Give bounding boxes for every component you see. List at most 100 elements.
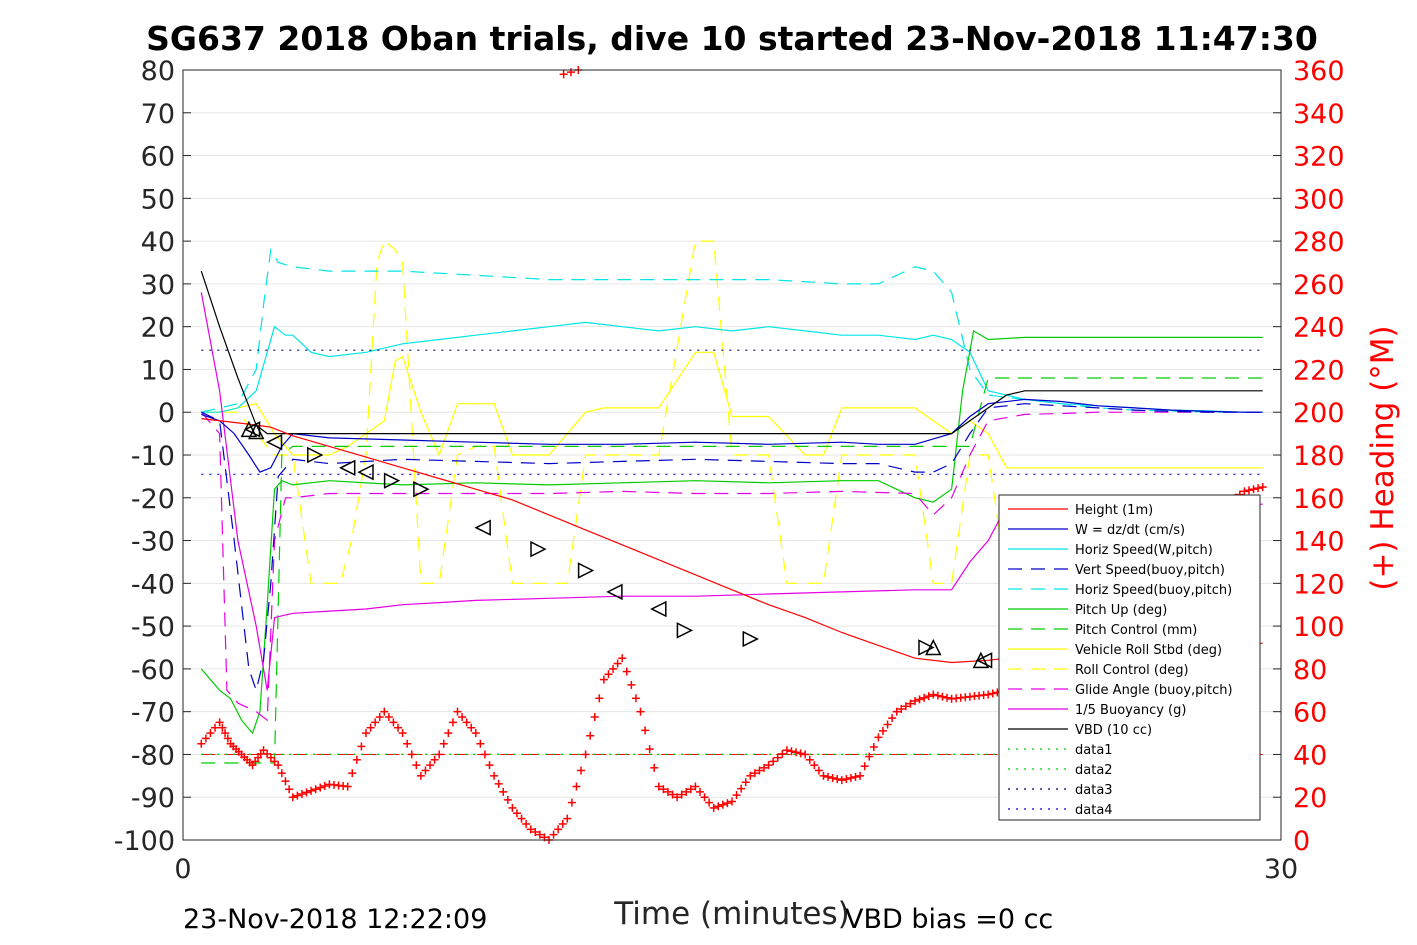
series-line-glide-angle-buoy-pitch bbox=[200, 411, 1263, 722]
heading-point bbox=[352, 755, 361, 764]
heading-point bbox=[394, 723, 403, 732]
heading-point bbox=[281, 777, 290, 786]
heading-point bbox=[929, 690, 938, 699]
heading-point bbox=[1240, 487, 1249, 496]
heading-point bbox=[426, 761, 435, 770]
heading-point bbox=[480, 750, 489, 759]
heading-point bbox=[906, 699, 915, 708]
heading-point bbox=[435, 750, 444, 759]
heading-point bbox=[746, 771, 755, 780]
heading-point bbox=[691, 782, 700, 791]
heading-point bbox=[218, 723, 227, 732]
heading-point bbox=[641, 726, 650, 735]
heading-point bbox=[682, 787, 691, 796]
heading-point bbox=[444, 729, 453, 738]
heading-point bbox=[526, 825, 535, 834]
heading-point bbox=[613, 659, 622, 668]
heading-point bbox=[705, 798, 714, 807]
heading-point bbox=[311, 785, 320, 794]
heading-point bbox=[787, 747, 796, 756]
heading-point bbox=[320, 781, 329, 790]
heading-point bbox=[851, 772, 860, 781]
heading-point bbox=[558, 819, 567, 828]
legend-label: Horiz Speed(W,pitch) bbox=[1075, 543, 1213, 558]
heading-point bbox=[285, 785, 294, 794]
right-tick-label: 320 bbox=[1293, 142, 1345, 173]
heading-point bbox=[380, 707, 389, 716]
heading-point bbox=[892, 707, 901, 716]
turn-marker-left bbox=[357, 463, 374, 481]
turn-marker-right bbox=[918, 639, 935, 656]
left-axis-ticks: 80 70 60 50 40 30 20 10 0 -10 -20 -30 -40 -50 -60 -70 -8… bbox=[114, 56, 191, 857]
heading-point bbox=[901, 702, 910, 711]
heading-point bbox=[398, 729, 407, 738]
legend-label: Glide Angle (buoy,pitch) bbox=[1075, 683, 1233, 698]
heading-point bbox=[700, 793, 709, 802]
heading-point bbox=[718, 800, 727, 809]
heading-point bbox=[819, 771, 828, 780]
heading-point bbox=[1258, 483, 1267, 492]
end-time-label: 23-Nov-2018 12:22:09 bbox=[183, 904, 487, 935]
heading-point bbox=[293, 791, 302, 800]
turn-marker-right bbox=[413, 481, 430, 498]
heading-point bbox=[566, 68, 575, 77]
heading-point bbox=[371, 718, 380, 727]
heading-point bbox=[673, 793, 682, 802]
legend-label: data4 bbox=[1075, 803, 1113, 818]
heading-point bbox=[782, 746, 791, 755]
heading-point bbox=[197, 739, 206, 748]
heading-point bbox=[618, 654, 627, 663]
legend-item: Height (1m) bbox=[1008, 503, 1153, 518]
heading-point bbox=[943, 693, 952, 702]
heading-point bbox=[888, 714, 897, 723]
right-tick-label: 260 bbox=[1293, 270, 1345, 301]
turn-marker-left bbox=[339, 459, 356, 477]
right-axis-ticks: 3603403203002802602402202001801601401201… bbox=[1273, 56, 1345, 857]
left-tick-label: -60 bbox=[131, 655, 175, 686]
heading-point bbox=[567, 798, 576, 807]
legend-item: Horiz Speed(buoy,pitch) bbox=[1008, 583, 1232, 598]
series-line-vehicle-roll-stbd-deg bbox=[201, 351, 1263, 469]
legend-item: Horiz Speed(W,pitch) bbox=[1008, 543, 1213, 558]
right-tick-label: 60 bbox=[1293, 698, 1327, 729]
heading-point bbox=[760, 763, 769, 772]
left-tick-label: -100 bbox=[114, 826, 175, 857]
turn-marker-right bbox=[383, 472, 401, 489]
heading-point bbox=[277, 769, 286, 778]
heading-point bbox=[586, 731, 595, 740]
heading-point bbox=[375, 713, 384, 722]
heading-point bbox=[559, 70, 568, 79]
heading-point bbox=[263, 749, 272, 758]
heading-point bbox=[732, 791, 741, 800]
x-tick-label: 0 bbox=[174, 854, 191, 885]
left-tick-label: -50 bbox=[131, 612, 175, 643]
left-tick-label: -10 bbox=[131, 441, 175, 472]
legend-label: Pitch Up (deg) bbox=[1075, 603, 1167, 618]
turn-marker-right bbox=[742, 630, 759, 648]
heading-point bbox=[302, 788, 311, 797]
heading-point bbox=[403, 739, 412, 748]
legend-item: data2 bbox=[1008, 763, 1113, 778]
legend-item: Vert Speed(buoy,pitch) bbox=[1008, 563, 1225, 578]
heading-point bbox=[709, 803, 718, 812]
heading-point bbox=[728, 797, 736, 806]
turn-marker-left bbox=[265, 433, 283, 451]
right-tick-label: 160 bbox=[1293, 484, 1345, 515]
heading-point bbox=[737, 784, 746, 793]
heading-point bbox=[1244, 486, 1253, 495]
heading-point bbox=[508, 803, 517, 812]
series-line-pitch-control-mm bbox=[201, 377, 1263, 764]
legend-item: data4 bbox=[1008, 803, 1113, 818]
legend-label: 1/5 Buoyancy (g) bbox=[1075, 703, 1186, 718]
heading-point bbox=[645, 745, 654, 754]
heading-point bbox=[407, 750, 416, 759]
heading-point bbox=[773, 753, 782, 762]
heading-point bbox=[938, 692, 947, 701]
heading-point bbox=[223, 734, 232, 743]
heading-point bbox=[599, 675, 608, 684]
heading-point bbox=[274, 761, 283, 770]
heading-point bbox=[467, 723, 476, 732]
left-tick-label: -40 bbox=[131, 569, 175, 600]
legend-label: data3 bbox=[1075, 783, 1113, 798]
heading-point bbox=[631, 694, 640, 703]
